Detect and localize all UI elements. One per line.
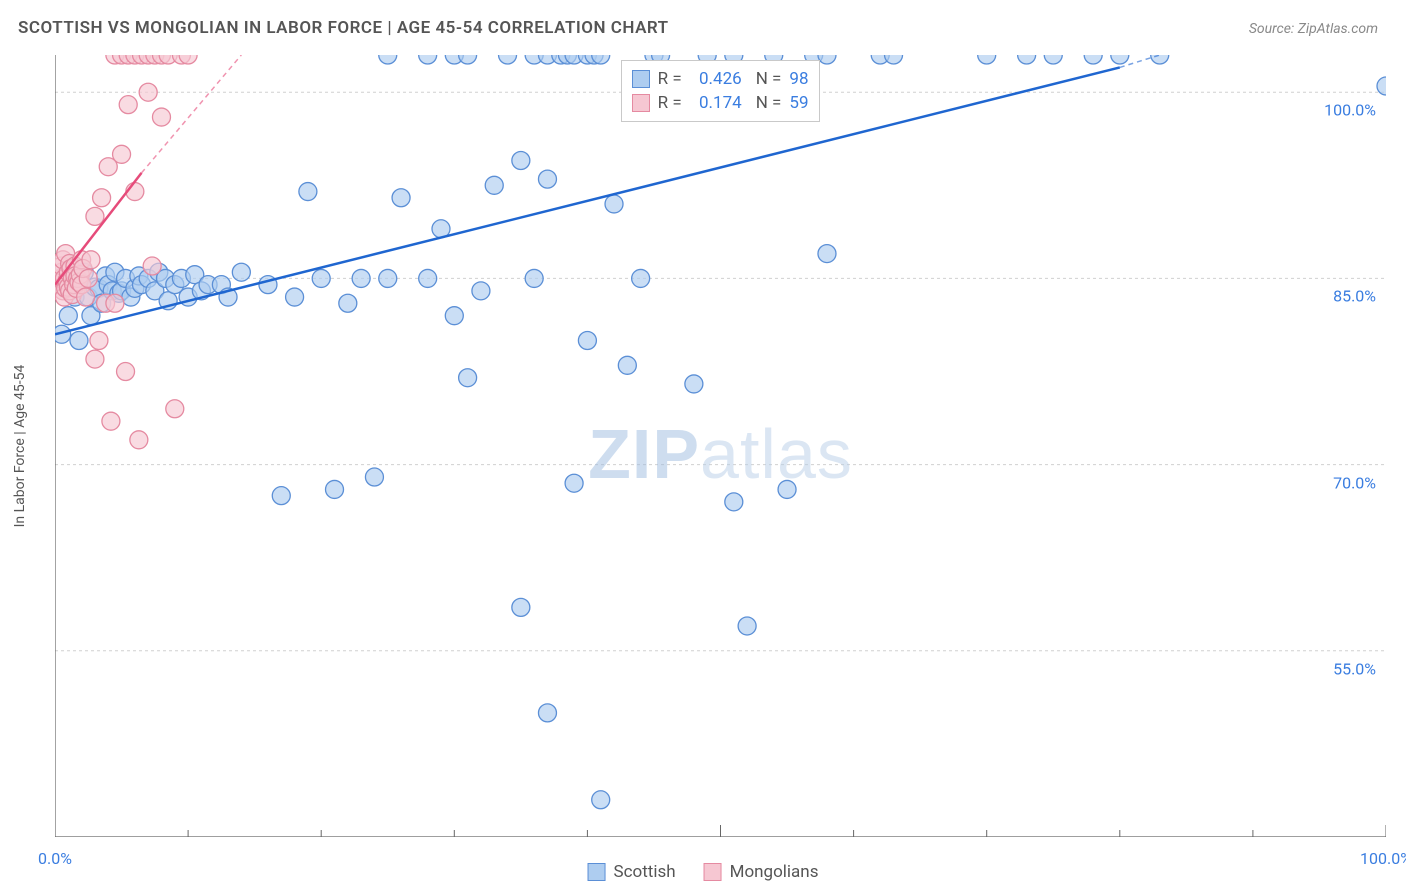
chart-header: SCOTTISH VS MONGOLIAN IN LABOR FORCE | A… <box>0 0 1406 46</box>
stat-r-value: 0.426 <box>690 69 742 89</box>
stat-n-value: 98 <box>789 69 808 89</box>
x-tick-label: 0.0% <box>38 849 72 868</box>
source-name: ZipAtlas.com <box>1298 21 1378 37</box>
legend-swatch <box>632 70 650 88</box>
stat-r-label: R = <box>658 93 682 113</box>
legend-item: Mongolians <box>704 862 819 882</box>
chart-title: SCOTTISH VS MONGOLIAN IN LABOR FORCE | A… <box>18 18 669 38</box>
stats-legend: R = 0.426 N = 98 R = 0.174 N = 59 <box>621 60 820 122</box>
x-tick-label: 100.0% <box>1360 849 1406 868</box>
y-tick-label: 55.0% <box>1333 659 1376 678</box>
stats-legend-row: R = 0.174 N = 59 <box>632 91 809 115</box>
chart-source: Source: ZipAtlas.com <box>1249 18 1378 37</box>
stats-legend-row: R = 0.426 N = 98 <box>632 67 809 91</box>
stat-r-value: 0.174 <box>690 93 742 113</box>
stat-n-value: 59 <box>789 93 808 113</box>
stat-n-label: N = <box>756 69 782 89</box>
y-tick-label: 70.0% <box>1333 473 1376 492</box>
series-legend: Scottish Mongolians <box>588 862 819 882</box>
y-tick-label: 85.0% <box>1333 287 1376 306</box>
legend-swatch <box>588 863 606 881</box>
legend-swatch <box>632 94 650 112</box>
legend-item: Scottish <box>588 862 676 882</box>
source-prefix: Source: <box>1249 21 1298 37</box>
legend-label: Scottish <box>614 862 676 882</box>
scatter-plot <box>55 55 1386 837</box>
y-axis-label: In Labor Force | Age 45-54 <box>12 365 28 528</box>
legend-swatch <box>704 863 722 881</box>
stat-r-label: R = <box>658 69 682 89</box>
y-tick-label: 100.0% <box>1324 101 1376 120</box>
chart-area: In Labor Force | Age 45-54 ZIPatlas R =0… <box>55 55 1386 837</box>
legend-label: Mongolians <box>730 862 819 882</box>
stat-n-label: N = <box>756 93 782 113</box>
